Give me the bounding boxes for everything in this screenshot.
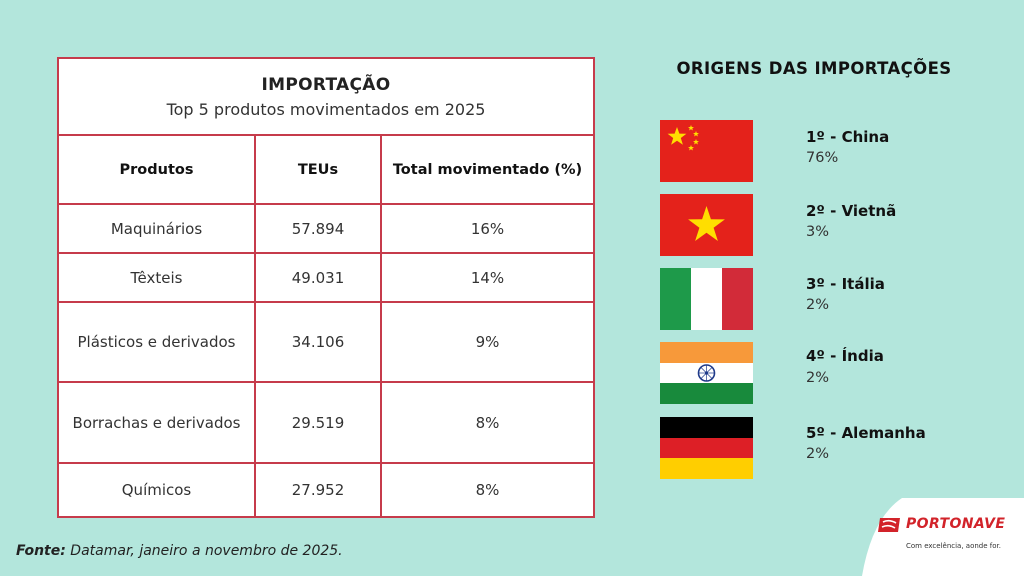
header-total: Total movimentado (%) bbox=[392, 161, 583, 178]
cell-teus: 27.952 bbox=[256, 464, 382, 516]
cell-pct: 14% bbox=[470, 268, 505, 287]
table-title-block: IMPORTAÇÃO Top 5 produtos movimentados e… bbox=[59, 59, 593, 136]
cell-product: Têxteis bbox=[59, 254, 256, 301]
origin-name: 1º - China bbox=[806, 128, 890, 146]
table-row: Borrachas e derivados 29.519 8% bbox=[59, 383, 593, 464]
cell-pct: 8% bbox=[475, 481, 500, 499]
cell-product: Plásticos e derivados bbox=[59, 303, 256, 381]
header-produtos: Produtos bbox=[59, 136, 256, 203]
origin-pct: 2% bbox=[806, 297, 830, 313]
table-header-row: Produtos TEUs Total movimentado (%) bbox=[59, 136, 593, 205]
cell-product: Químicos bbox=[59, 464, 256, 516]
table-title: IMPORTAÇÃO bbox=[261, 75, 391, 95]
cell-product: Borrachas e derivados bbox=[59, 383, 256, 462]
table-row: Têxteis 49.031 14% bbox=[59, 254, 593, 303]
cell-pct: 8% bbox=[475, 413, 500, 432]
origin-name: 2º - Vietnã bbox=[806, 202, 897, 220]
origin-name: 5º - Alemanha bbox=[806, 424, 926, 442]
origin-name: 3º - Itália bbox=[806, 275, 885, 293]
cell-teus: 29.519 bbox=[256, 383, 382, 462]
brand-tagline: Com excelência, aonde for. bbox=[906, 542, 1001, 550]
header-teus: TEUs bbox=[256, 136, 382, 203]
india-flag bbox=[660, 342, 753, 404]
origin-pct: 2% bbox=[806, 446, 830, 462]
logo-corner-panel bbox=[862, 498, 1024, 576]
vietnam-flag bbox=[660, 194, 753, 256]
source-label: Fonte: bbox=[16, 543, 66, 559]
import-table: IMPORTAÇÃO Top 5 produtos movimentados e… bbox=[57, 57, 595, 518]
cell-teus: 57.894 bbox=[256, 205, 382, 252]
brand-name: PORTONAVE bbox=[906, 516, 1006, 532]
cell-pct: 9% bbox=[475, 333, 500, 351]
cell-teus: 49.031 bbox=[256, 254, 382, 301]
table-row: Maquinários 57.894 16% bbox=[59, 205, 593, 254]
cell-product: Maquinários bbox=[59, 205, 256, 252]
portonave-logo-icon bbox=[878, 518, 900, 532]
table-row: Químicos 27.952 8% bbox=[59, 464, 593, 516]
cell-teus: 34.106 bbox=[256, 303, 382, 381]
origins-title: ORIGENS DAS IMPORTAÇÕES bbox=[676, 59, 952, 78]
origin-name: 4º - Índia bbox=[806, 347, 884, 365]
table-subtitle: Top 5 produtos movimentados em 2025 bbox=[166, 100, 486, 119]
china-flag bbox=[660, 120, 753, 182]
italy-flag bbox=[660, 268, 753, 330]
cell-pct: 16% bbox=[470, 219, 505, 238]
source-note: Fonte: Datamar, janeiro a novembro de 20… bbox=[16, 543, 343, 559]
origin-pct: 76% bbox=[806, 150, 839, 166]
table-row: Plásticos e derivados 34.106 9% bbox=[59, 303, 593, 383]
source-text: Datamar, janeiro a novembro de 2025. bbox=[65, 543, 343, 559]
origin-pct: 2% bbox=[806, 370, 830, 386]
germany-flag bbox=[660, 417, 753, 479]
origin-pct: 3% bbox=[806, 224, 830, 240]
